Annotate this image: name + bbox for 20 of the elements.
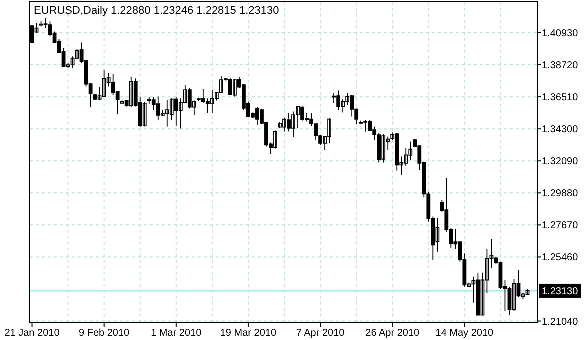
ref-line-label: 1.23130: [542, 286, 579, 298]
x-tick-label: 1 Mar 2010: [151, 328, 202, 339]
y-tick-label: 1.36510: [542, 92, 579, 104]
x-tick-label: 7 Apr 2010: [296, 328, 346, 339]
candlestick: [142, 102, 147, 128]
y-tick-label: 1.29880: [542, 188, 579, 200]
x-tick-label: 9 Feb 2010: [79, 328, 130, 339]
y-tick-label: 1.32090: [542, 156, 579, 168]
x-tick-label: 19 Mar 2010: [220, 328, 277, 339]
y-tick-label: 1.38720: [542, 60, 579, 72]
x-tick-label: 14 May 2010: [436, 328, 494, 339]
chart-title: EURUSD,Daily 1.22880 1.23246 1.22815 1.23130: [34, 5, 280, 17]
y-tick-label: 1.34300: [542, 124, 579, 136]
y-tick-label: 1.27670: [542, 220, 579, 232]
x-tick-label: 21 Jan 2010: [4, 328, 60, 339]
y-tick-label: 1.40930: [542, 28, 579, 40]
candlestick: [39, 20, 44, 28]
x-tick-label: 26 Apr 2010: [366, 328, 420, 339]
y-tick-label: 1.25460: [542, 252, 579, 264]
y-tick-label: 1.21040: [542, 316, 579, 328]
